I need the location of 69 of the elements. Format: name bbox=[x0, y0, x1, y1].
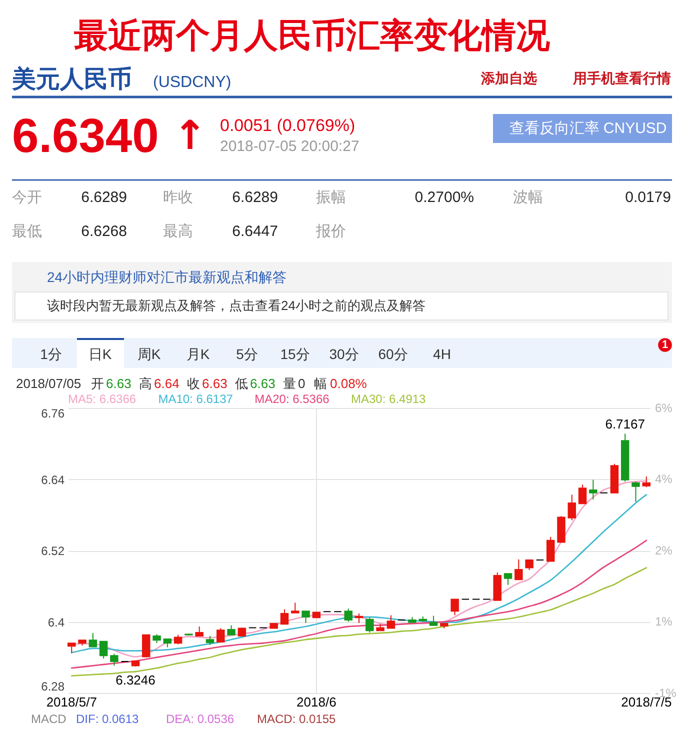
text: 0.08% bbox=[330, 376, 368, 391]
text: MA10: 6.6137 bbox=[158, 392, 234, 406]
text: 4H bbox=[433, 346, 451, 362]
text: 6.6340 bbox=[12, 110, 159, 163]
text: 日K bbox=[88, 346, 112, 362]
text: 6.63 bbox=[250, 376, 276, 391]
text: MACD bbox=[31, 712, 67, 726]
text: MA20: 6.5366 bbox=[254, 392, 330, 406]
text: 6.6268 bbox=[81, 223, 127, 240]
text: 振幅 bbox=[316, 189, 346, 206]
x-tick-label: 2018/5/7 bbox=[46, 694, 97, 710]
text: 6.63 bbox=[202, 376, 228, 391]
y-tick-label: 6.52 bbox=[41, 544, 65, 558]
text: 0.0051 (0.0769%) bbox=[220, 116, 356, 135]
text: 1 bbox=[662, 339, 668, 351]
text: (USDCNY) bbox=[153, 74, 232, 91]
text: DIF: 0.0613 bbox=[76, 712, 140, 726]
text: 收 bbox=[187, 376, 200, 391]
x-tick-label: 2018/6 bbox=[296, 694, 336, 710]
y2-tick-label: 6% bbox=[655, 401, 673, 415]
text: MA5: 6.6366 bbox=[68, 392, 136, 406]
text: 最低 bbox=[12, 223, 42, 240]
text: 查看反向汇率 CNYUSD bbox=[509, 120, 667, 137]
text: MA30: 6.4913 bbox=[351, 392, 426, 406]
text: 低 bbox=[235, 376, 248, 391]
text: 6.6289 bbox=[81, 189, 127, 206]
annotation: 6.7167 bbox=[605, 416, 645, 432]
y-tick-label: 6.64 bbox=[41, 472, 65, 487]
text: 6.6447 bbox=[232, 223, 278, 240]
text: 今开 bbox=[12, 189, 42, 206]
text: 6.64 bbox=[154, 376, 180, 391]
text: 开 bbox=[91, 376, 104, 391]
text: 24小时内理财师对汇市最新观点和解答 bbox=[47, 269, 287, 285]
y-tick-label: 6.76 bbox=[41, 406, 65, 420]
y-tick-label: 6.28 bbox=[41, 680, 65, 694]
text: 1分 bbox=[40, 346, 62, 362]
text: 报价 bbox=[315, 223, 346, 240]
text: 6.63 bbox=[106, 376, 132, 391]
text: 最近两个月人民币汇率变化情况 bbox=[74, 17, 551, 55]
text: 昨收 bbox=[163, 189, 193, 206]
text: 最高 bbox=[163, 223, 193, 240]
text: 幅 bbox=[314, 376, 327, 391]
text: 5分 bbox=[236, 346, 258, 362]
text: 2018-07-05 20:00:27 bbox=[220, 138, 360, 155]
text: 该时段内暂无最新观点及解答，点击查看24小时之前的观点及解答 bbox=[47, 298, 426, 313]
y2-tick-label: 4% bbox=[655, 472, 673, 486]
text: 0 bbox=[298, 376, 306, 391]
text: 波幅 bbox=[513, 189, 543, 206]
text: 6.6289 bbox=[232, 189, 278, 206]
y-tick-label: 6.4 bbox=[48, 615, 65, 630]
text: 0.0179 bbox=[625, 189, 671, 206]
text: MACD: 0.0155 bbox=[257, 712, 336, 726]
text: 月K bbox=[186, 346, 210, 362]
text: 用手机查看行情 bbox=[572, 70, 671, 86]
y2-tick-label: 2% bbox=[655, 544, 673, 558]
text: 周K bbox=[137, 346, 162, 362]
text: 15分 bbox=[280, 346, 310, 362]
text: 高 bbox=[139, 376, 152, 391]
text: 0.2700% bbox=[414, 189, 474, 206]
text: DEA: 0.0536 bbox=[166, 712, 234, 726]
y2-tick-label: 1% bbox=[655, 614, 673, 629]
text: 30分 bbox=[329, 346, 359, 362]
text: ↑ bbox=[173, 113, 207, 159]
text: 添加自选 bbox=[480, 70, 537, 86]
annotation: 6.3246 bbox=[116, 672, 156, 688]
text: 2018/07/05 bbox=[16, 376, 82, 391]
text: 量 bbox=[283, 376, 296, 391]
text: 60分 bbox=[378, 346, 408, 362]
text: 美元人民币 bbox=[11, 65, 132, 93]
